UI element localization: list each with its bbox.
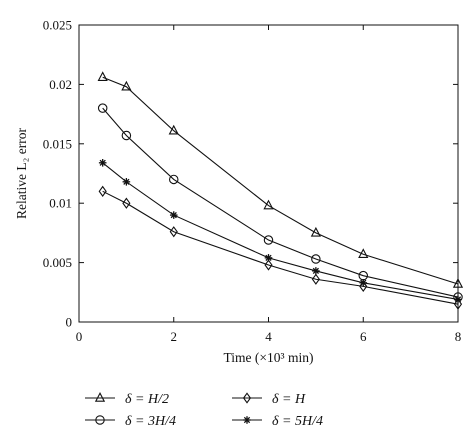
legend-item: δ = H xyxy=(232,392,306,407)
asterisk-marker xyxy=(243,416,251,424)
diamond-marker xyxy=(122,197,131,209)
asterisk-marker xyxy=(98,159,107,167)
legend: δ = H/2 δ = 3H/4 δ = H δ = 5H/4 xyxy=(85,392,323,429)
legend-label: δ = 5H/4 xyxy=(272,414,323,429)
legend-item: δ = H/2 xyxy=(85,392,169,407)
diamond-marker xyxy=(169,226,178,238)
y-tick-label: 0.025 xyxy=(43,18,72,33)
diamond-marker xyxy=(242,392,252,404)
plot-series xyxy=(97,71,464,310)
triangle-marker xyxy=(94,392,106,402)
y-tick-label: 0.01 xyxy=(49,196,72,211)
legend-label: δ = H xyxy=(272,392,306,407)
legend-label: δ = H/2 xyxy=(125,392,169,407)
asterisk-marker xyxy=(264,254,273,262)
y-tick-label: 0.02 xyxy=(49,77,72,92)
circle-marker xyxy=(311,254,321,264)
legend-item: δ = 3H/4 xyxy=(85,414,176,429)
diamond-marker xyxy=(98,185,107,197)
x-tick-label: 0 xyxy=(76,329,83,344)
legend-label: δ = 3H/4 xyxy=(125,414,176,429)
triangle-marker xyxy=(121,80,132,91)
triangle-marker xyxy=(263,199,274,210)
circle-marker xyxy=(95,415,105,425)
legend-item: δ = 5H/4 xyxy=(232,414,323,429)
asterisk-marker xyxy=(169,211,178,219)
triangle-marker xyxy=(310,226,321,237)
y-tick-label: 0 xyxy=(66,315,73,330)
series-circle xyxy=(97,103,463,302)
circle-marker xyxy=(263,235,274,245)
y-tick-label: 0.015 xyxy=(43,136,72,151)
circle-marker xyxy=(97,103,108,113)
series-line xyxy=(102,76,459,285)
triangle-marker xyxy=(358,248,369,259)
asterisk-marker xyxy=(359,278,368,287)
asterisk-marker xyxy=(312,267,320,275)
series-line xyxy=(102,162,459,300)
triangle-marker xyxy=(452,278,464,288)
x-axis-label: Time (×10³ min) xyxy=(224,350,314,365)
series-line xyxy=(102,190,459,305)
series-line xyxy=(102,107,459,298)
series-triangle xyxy=(97,71,464,288)
asterisk-marker xyxy=(122,178,131,186)
triangle-marker xyxy=(97,71,108,82)
axes: 0 2 4 6 8 0 0.005 0.01 0.015 0.02 0.025 Time (×10³ … xyxy=(14,18,461,366)
circle-marker xyxy=(169,174,179,185)
circle-marker xyxy=(121,130,132,141)
triangle-marker xyxy=(168,124,179,135)
y-tick-label: 0.005 xyxy=(43,255,72,270)
diamond-marker xyxy=(453,298,463,310)
x-tick-label: 4 xyxy=(265,329,272,344)
x-tick-label: 6 xyxy=(360,329,367,344)
asterisk-marker xyxy=(454,295,462,304)
series-asterisk xyxy=(98,159,462,304)
plot-frame xyxy=(78,24,459,323)
y-axis-label: Relative L₂ error xyxy=(14,128,29,219)
x-tick-label: 8 xyxy=(455,329,462,344)
diamond-marker xyxy=(264,259,273,271)
diamond-marker xyxy=(311,273,320,285)
x-tick-label: 2 xyxy=(171,329,178,344)
